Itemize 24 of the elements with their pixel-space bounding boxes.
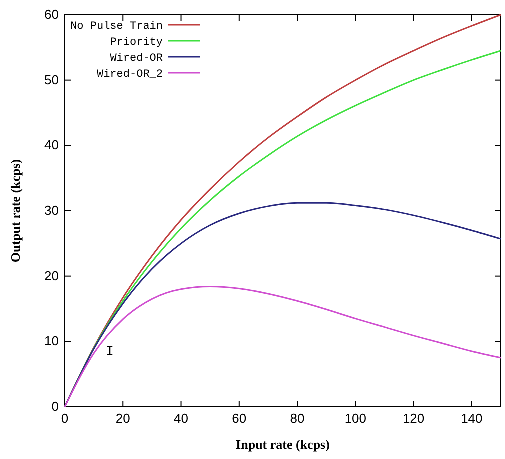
line-series <box>64 286 502 408</box>
annotation: I <box>106 344 114 359</box>
x-tick-label: 60 <box>232 411 247 426</box>
y-tick-label: 50 <box>44 72 59 88</box>
y-tick-label: 30 <box>44 203 59 218</box>
y-tick-label: 40 <box>44 138 59 153</box>
y-tick-label: 20 <box>44 268 59 284</box>
y-tick-label: 60 <box>44 7 59 22</box>
legend-label: Wired-OR_2 <box>96 69 163 81</box>
x-tick-label: 140 <box>461 411 483 426</box>
x-tick-label: 80 <box>290 411 305 426</box>
x-tick-label: 100 <box>344 411 367 426</box>
y-axis-title: Output rate (kcps) <box>8 159 23 263</box>
legend-label: No Pulse Train <box>70 21 163 33</box>
y-tick-label: 0 <box>52 399 59 414</box>
x-tick-label: 40 <box>174 411 188 426</box>
line-series <box>64 202 502 408</box>
y-tick-label: 10 <box>44 334 59 349</box>
x-tick-label: 120 <box>402 411 425 426</box>
x-tick-label: 20 <box>116 411 130 426</box>
legend-label: Wired-OR <box>110 53 164 65</box>
legend-label: Priority <box>110 37 164 49</box>
x-axis-title: Input rate (kcps) <box>236 437 330 452</box>
x-tick-label: 0 <box>61 411 69 426</box>
